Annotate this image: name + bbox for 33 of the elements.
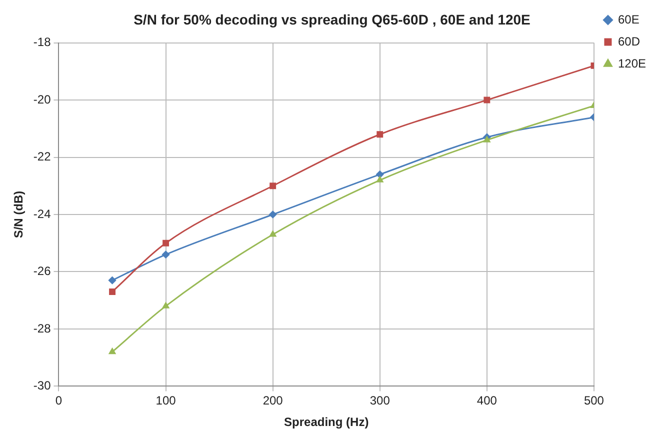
y-tick-label: -28 <box>33 321 52 336</box>
y-tick-label: -18 <box>33 35 52 50</box>
x-axis-title: Spreading (Hz) <box>284 415 369 430</box>
point <box>270 182 276 190</box>
point <box>376 131 384 138</box>
point <box>108 276 116 284</box>
x-tick-label: 200 <box>262 394 284 408</box>
x-tick-label: 500 <box>584 394 604 408</box>
point <box>108 348 116 354</box>
legend-label: 120E <box>618 56 646 70</box>
point <box>109 288 116 295</box>
point <box>484 96 490 104</box>
y-tick-label: -20 <box>33 92 52 106</box>
x-tick-label: 400 <box>476 394 498 408</box>
x-tick-label: 0 <box>55 394 62 408</box>
legend-label: 60D <box>618 34 640 48</box>
chart-title: S/N for 50% decoding vs spreading Q65-60D , 60E and 120E <box>134 11 530 28</box>
y-axis-title: S/N (dB) <box>12 190 26 238</box>
x-tick-label: 300 <box>370 394 390 408</box>
y-tick-label: -26 <box>33 264 52 278</box>
y-tick-label: -30 <box>33 378 52 393</box>
x-tick-label: 100 <box>156 394 176 408</box>
point <box>484 136 490 142</box>
point <box>376 176 384 182</box>
point <box>162 302 170 308</box>
legend-label: 60E <box>618 12 640 26</box>
y-tick-label: -22 <box>33 150 52 164</box>
point <box>162 240 170 246</box>
point <box>269 210 277 218</box>
point <box>162 250 170 258</box>
y-tick-label: -24 <box>33 206 52 221</box>
point <box>269 230 276 237</box>
point <box>376 170 384 178</box>
